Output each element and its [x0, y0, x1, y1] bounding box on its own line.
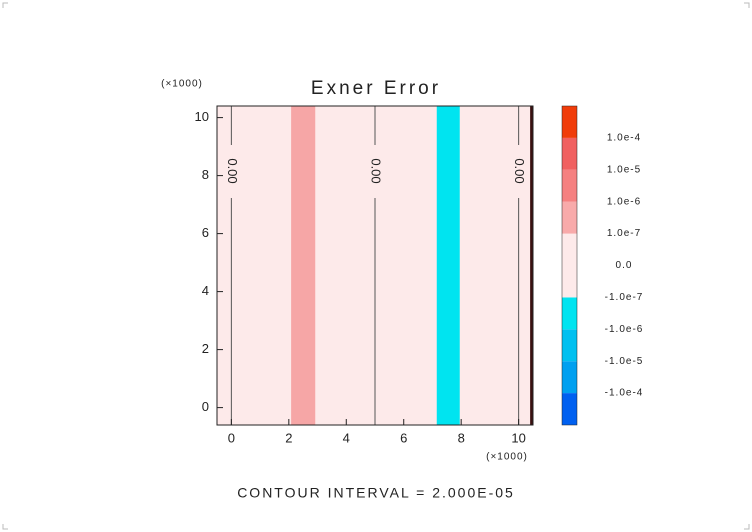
colorbar-segment [562, 233, 577, 266]
colorbar-segment [562, 361, 577, 394]
y-tick-label: 2 [202, 341, 209, 356]
x-tick-label: 8 [458, 430, 465, 445]
colorbar-label: -1.0e-5 [605, 356, 644, 367]
colorbar-segment [562, 169, 577, 202]
colorbar-label: 0.0 [616, 260, 633, 271]
chart-title: Exner Error [311, 78, 441, 99]
colorbar-label: -1.0e-6 [605, 324, 644, 335]
colorbar-label: -1.0e-4 [605, 388, 644, 399]
contour-label: 0.00 [225, 158, 240, 183]
y-tick-label: 0 [202, 399, 209, 414]
y-tick-label: 6 [202, 225, 209, 240]
region [530, 106, 533, 425]
footer: CONTOUR INTERVAL = 2.000E-05 [237, 485, 515, 501]
colorbar-label: 1.0e-6 [607, 196, 641, 207]
x-tick-label: 4 [343, 430, 350, 445]
colorbar-segment [562, 106, 577, 138]
colorbar-segment [562, 137, 577, 170]
x-tick-label: 10 [511, 430, 525, 445]
y-tick-label: 4 [202, 283, 209, 298]
x-multiplier: (×1000) [486, 452, 528, 463]
colorbar-segment [562, 393, 577, 425]
colorbar-label: -1.0e-7 [605, 292, 644, 303]
colorbar-label: 1.0e-4 [607, 133, 641, 144]
colorbar-frame [561, 105, 578, 426]
colorbar-segment [562, 329, 577, 362]
y-tick-label: 10 [195, 109, 209, 124]
colorbar-label: 1.0e-5 [607, 164, 641, 175]
x-tick-label: 0 [228, 430, 235, 445]
x-tick-label: 6 [400, 430, 407, 445]
region [436, 106, 460, 425]
region [291, 106, 316, 425]
x-tick-label: 2 [285, 430, 292, 445]
contour-label: 0.00 [512, 158, 527, 183]
colorbar-segment [562, 297, 577, 330]
contour-label: 0.00 [369, 158, 384, 183]
y-multiplier: (×1000) [161, 79, 203, 90]
colorbar-label: 1.0e-7 [607, 228, 641, 239]
y-tick-label: 8 [202, 167, 209, 182]
colorbar-segment [562, 265, 577, 298]
colorbar-segment [562, 201, 577, 234]
plot-frame [216, 105, 534, 426]
